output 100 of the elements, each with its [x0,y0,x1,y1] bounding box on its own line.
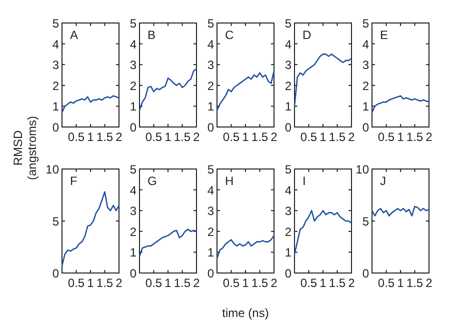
x-tick-label: 2 [193,130,200,144]
x-tick-label: 1.5 [174,276,191,290]
y-tick-label: 1 [130,246,137,260]
line-series [294,54,352,107]
x-tick-label: 2 [193,276,200,290]
x-tick-label: 1.5 [328,130,346,144]
y-tick-label: 4 [130,37,137,52]
x-tick-label: 1 [164,130,172,144]
x-tick-label: 1.5 [96,276,114,290]
y-tick-label: 2 [207,78,214,93]
x-tick-label: 0.5 [300,276,318,290]
y-tick-label: 5 [52,16,60,30]
x-tick-label: 0.5 [145,276,162,290]
y-tick-label: 1 [362,100,370,114]
x-tick-label: 1.5 [174,130,191,144]
y-tick-label: 1 [284,246,292,260]
y-tick-label: 5 [362,214,370,228]
x-tick-label: 1 [87,130,94,144]
x-tick-label: 1.5 [251,276,268,290]
line-series [61,191,120,266]
y-tick-label: 0 [130,266,137,280]
y-tick-label: 5 [207,16,214,30]
y-tick-label: 2 [52,78,60,93]
y-tick-label: 5 [207,162,214,176]
x-tick-label: 1 [397,276,404,290]
y-tick-label: 1 [52,100,60,114]
y-axis-title: RMSD (angstroms) [11,116,39,180]
line-series [216,70,275,112]
y-tick-label: 1 [207,246,214,260]
line-series [138,228,198,258]
x-tick-label: 0.5 [145,130,162,144]
y-tick-label: 0 [362,120,370,134]
y-tick-label: 3 [130,204,137,218]
x-tick-label: 0.5 [68,130,85,144]
annotation: D [302,28,312,42]
y-tick-label: 2 [130,78,137,93]
annotation: I [302,174,306,188]
x-tick-label: 1 [242,130,250,144]
y-tick-label: 0 [52,266,60,280]
x-tick-label: 2 [270,276,278,290]
x-tick-label: 0.5 [222,276,240,290]
line-series [61,95,120,114]
line-series [294,210,352,255]
y-tick-label: 0 [284,266,292,280]
y-tick-label: 2 [284,78,292,93]
y-tick-label: 1 [130,100,137,114]
y-tick-label: 0 [130,120,137,134]
annotation: F [70,174,78,188]
y-tick-label: 5 [130,16,137,30]
x-tick-label: 0.5 [68,276,85,290]
line-series [371,95,430,114]
x-tick-label: 1 [320,130,327,144]
y-tick-label: 4 [284,183,292,198]
y-tick-label: 3 [207,204,214,218]
annotation: A [70,28,78,42]
line-series [216,234,275,260]
x-tick-label: 1 [397,130,404,144]
y-tick-label: 5 [130,162,137,176]
y-tick-label: 0 [52,120,60,134]
x-tick-label: 2 [270,130,278,144]
x-tick-label: 1.5 [251,130,268,144]
y-tick-label: 0 [207,120,214,134]
y-tick-label: 10 [356,162,370,176]
y-tick-label: 4 [130,183,137,198]
x-tick-label: 2 [426,130,433,144]
x-tick-label: 0.5 [222,130,240,144]
line-series [138,68,198,112]
x-tick-label: 1 [164,276,172,290]
y-tick-label: 2 [207,224,214,239]
y-tick-label: 3 [284,204,292,218]
x-tick-label: 1 [242,276,250,290]
y-tick-label: 4 [52,37,60,52]
x-tick-label: 2 [348,130,356,144]
y-tick-label: 4 [207,183,214,198]
line-series [371,206,430,216]
y-tick-label: 2 [130,224,137,239]
y-tick-label: 0 [284,120,292,134]
y-tick-label: 2 [284,224,292,239]
x-tick-label: 1.5 [406,130,424,144]
y-tick-label: 3 [362,58,370,72]
y-tick-label: 5 [284,162,292,176]
y-tick-label: 3 [207,58,214,72]
annotation: E [380,28,388,42]
y-tick-label: 0 [207,266,214,280]
annotation: C [225,28,234,42]
y-tick-label: 5 [52,214,60,228]
x-tick-label: 2 [348,276,356,290]
y-tick-label: 1 [207,100,214,114]
x-tick-label: 2 [116,276,123,290]
y-tick-label: 3 [130,58,137,72]
y-tick-label: 4 [207,37,214,52]
x-axis-title: time (ns) [222,306,269,320]
annotation: G [148,174,157,188]
y-tick-label: 2 [362,78,370,93]
x-tick-label: 2 [426,276,433,290]
x-tick-label: 0.5 [378,276,395,290]
x-tick-label: 1.5 [328,276,346,290]
y-tick-label: 1 [284,100,292,114]
y-tick-label: 10 [46,162,60,176]
x-tick-label: 1.5 [406,276,424,290]
